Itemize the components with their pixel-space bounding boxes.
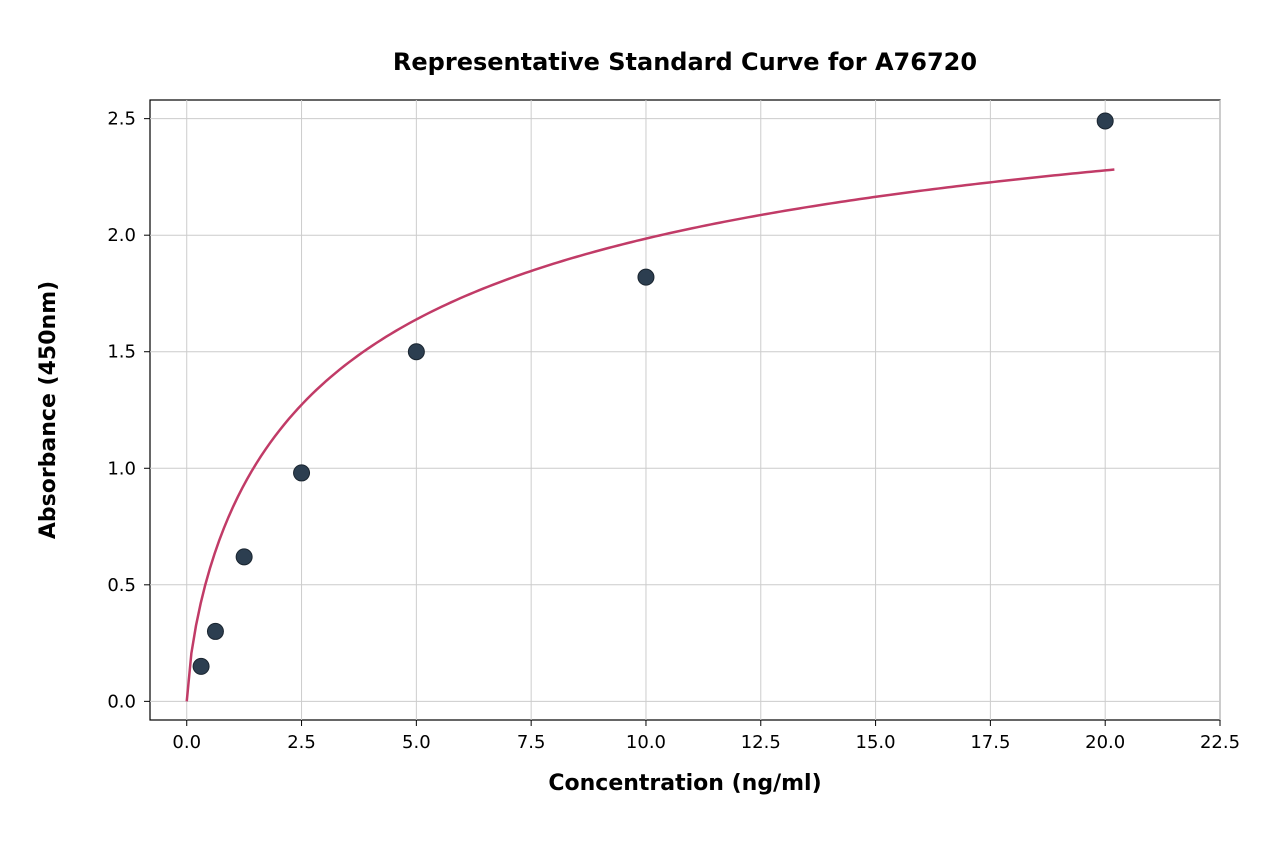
x-tick-label: 7.5 bbox=[517, 732, 546, 753]
y-tick-label: 1.0 bbox=[107, 458, 136, 479]
y-tick-label: 2.0 bbox=[107, 225, 136, 246]
chart-title: Representative Standard Curve for A76720 bbox=[393, 48, 977, 76]
data-point bbox=[638, 269, 654, 285]
data-point bbox=[294, 465, 310, 481]
data-point bbox=[207, 623, 223, 639]
data-point bbox=[408, 344, 424, 360]
y-tick-label: 2.5 bbox=[107, 109, 136, 130]
y-tick-label: 1.5 bbox=[107, 342, 136, 363]
x-tick-label: 5.0 bbox=[402, 732, 431, 753]
x-tick-label: 22.5 bbox=[1200, 732, 1240, 753]
x-tick-label: 20.0 bbox=[1085, 732, 1125, 753]
x-tick-label: 12.5 bbox=[741, 732, 781, 753]
x-axis-label: Concentration (ng/ml) bbox=[548, 771, 821, 796]
x-tick-label: 2.5 bbox=[287, 732, 316, 753]
data-point bbox=[236, 549, 252, 565]
y-tick-label: 0.5 bbox=[107, 575, 136, 596]
x-tick-label: 15.0 bbox=[856, 732, 896, 753]
data-point bbox=[193, 658, 209, 674]
x-tick-label: 17.5 bbox=[970, 732, 1010, 753]
data-point bbox=[1097, 113, 1113, 129]
y-axis-label: Absorbance (450nm) bbox=[36, 281, 61, 539]
y-tick-label: 0.0 bbox=[107, 691, 136, 712]
x-tick-label: 0.0 bbox=[172, 732, 201, 753]
x-tick-label: 10.0 bbox=[626, 732, 666, 753]
chart-container: 0.0 2.5 5.0 7.5 10.0 12.5 15.0 17.5 20.0 22.5 0.0 0… bbox=[0, 0, 1280, 845]
standard-curve-chart: 0.0 2.5 5.0 7.5 10.0 12.5 15.0 17.5 20.0 22.5 0.0 0… bbox=[0, 0, 1280, 845]
